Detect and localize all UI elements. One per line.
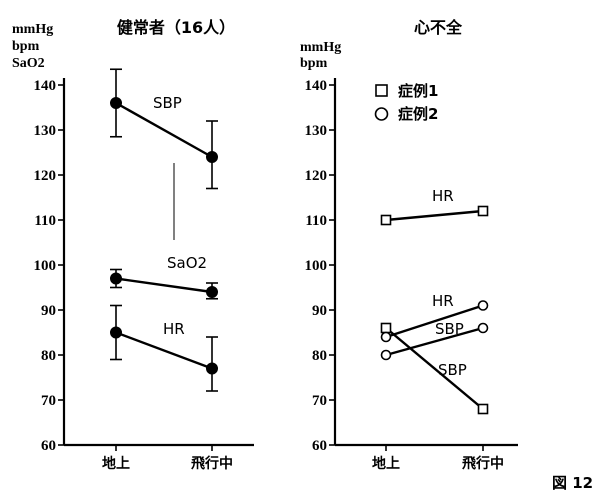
chart-panel-heart-failure: 心不全 mmHg bpm 症例1 症例2 60 70 80 90 100 110 120 13… — [300, 18, 518, 472]
data-point — [206, 151, 218, 163]
data-point — [110, 97, 122, 109]
figure-label: 図 12 — [552, 474, 593, 492]
y-tick-label: 120 — [34, 168, 57, 184]
unit-label-sao2: SaO2 — [12, 56, 45, 71]
y-tick-label: 90 — [312, 303, 327, 319]
series-label: HR — [432, 187, 454, 205]
data-point-square — [477, 403, 489, 415]
y-tick-label: 140 — [34, 78, 57, 94]
y-tick-label: 90 — [41, 303, 56, 319]
y-tick-label: 60 — [312, 438, 327, 454]
series-label: HR — [432, 292, 454, 310]
data-point-circle — [380, 331, 392, 343]
data-point-circle — [380, 349, 392, 361]
y-tick-label: 80 — [312, 348, 327, 364]
y-tick-label: 80 — [41, 348, 56, 364]
data-point-circle — [477, 322, 489, 334]
x-category-label: 地上 — [102, 455, 130, 472]
data-point — [110, 326, 122, 339]
series-line-sbp — [385, 327, 484, 410]
y-tick-label: 70 — [41, 393, 56, 409]
data-point — [110, 272, 122, 285]
series-label: SBP — [153, 94, 182, 112]
unit-label-bpm: bpm — [300, 56, 328, 71]
series-label: HR — [163, 320, 185, 338]
data-point-circle — [477, 300, 489, 311]
unit-label-bpm: bpm — [12, 39, 40, 54]
data-point-square — [380, 214, 392, 226]
series-line-hr — [385, 209, 484, 222]
y-tick-label: 70 — [312, 393, 327, 409]
series-label: SBP — [438, 361, 467, 379]
y-tick-label: 100 — [34, 258, 57, 274]
x-category-label: 飛行中 — [461, 455, 504, 472]
y-tick-label: 130 — [305, 123, 328, 139]
unit-label-mmhg: mmHg — [12, 22, 53, 37]
series-line-hr — [385, 304, 484, 339]
series-line-hr — [115, 331, 213, 370]
data-point-square — [477, 205, 489, 217]
y-tick-label: 110 — [34, 213, 56, 229]
chart-title: 心不全 — [414, 18, 463, 37]
series-line-sbp — [115, 101, 213, 159]
series-label: SBP — [435, 320, 464, 338]
legend-circle-marker — [374, 107, 389, 121]
y-tick-label: 100 — [305, 258, 328, 274]
legend-label-case1: 症例1 — [398, 82, 438, 100]
series-line-sbp — [385, 326, 484, 357]
data-point-square — [380, 322, 392, 334]
data-point — [206, 286, 218, 298]
chart-title: 健常者（16人） — [117, 18, 235, 37]
x-category-label: 地上 — [372, 455, 400, 472]
y-tick-label: 120 — [305, 168, 328, 184]
data-point — [206, 362, 218, 375]
chart-panel-healthy: 健常者（16人） mmHg bpm SaO2 60 70 80 90 100 110 120… — [12, 18, 254, 472]
x-category-label: 飛行中 — [190, 455, 233, 472]
legend-square-marker — [375, 84, 388, 97]
series-line-sao2 — [115, 277, 213, 294]
unit-label-mmhg: mmHg — [300, 40, 341, 55]
y-tick-label: 110 — [305, 213, 327, 229]
series-label: SaO2 — [167, 254, 207, 272]
legend-label-case2: 症例2 — [398, 105, 438, 123]
y-tick-label: 140 — [305, 78, 328, 94]
y-tick-label: 130 — [34, 123, 57, 139]
y-tick-label: 60 — [41, 438, 56, 454]
